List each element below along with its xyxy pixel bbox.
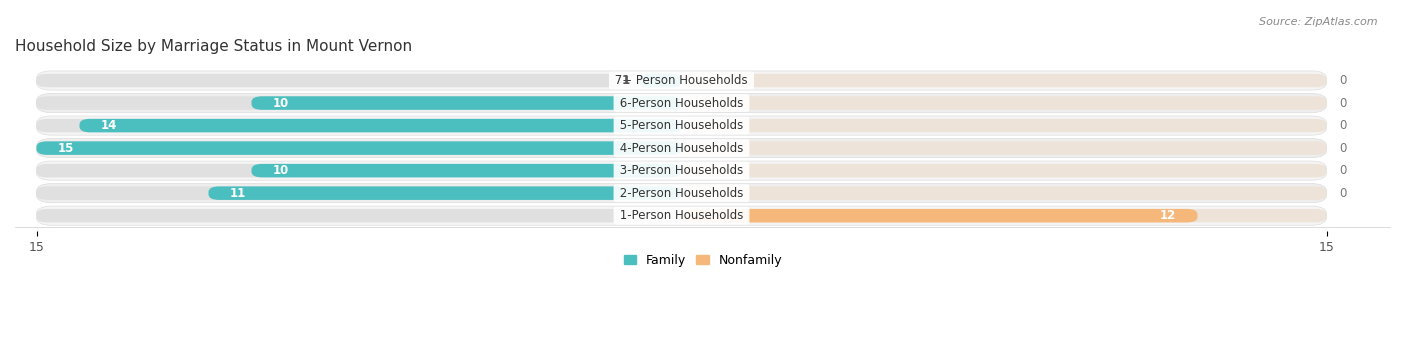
Text: 0: 0 (1340, 97, 1347, 109)
Text: 0: 0 (1340, 142, 1347, 154)
FancyBboxPatch shape (37, 93, 1326, 113)
FancyBboxPatch shape (37, 161, 1326, 180)
FancyBboxPatch shape (37, 138, 1326, 158)
FancyBboxPatch shape (208, 187, 682, 200)
FancyBboxPatch shape (37, 119, 682, 132)
Text: 1-Person Households: 1-Person Households (616, 209, 747, 222)
Text: 3-Person Households: 3-Person Households (616, 164, 747, 177)
FancyBboxPatch shape (682, 96, 1326, 110)
FancyBboxPatch shape (37, 142, 682, 155)
FancyBboxPatch shape (682, 164, 1326, 177)
Text: Source: ZipAtlas.com: Source: ZipAtlas.com (1260, 17, 1378, 27)
Text: 0: 0 (1340, 119, 1347, 132)
FancyBboxPatch shape (37, 74, 682, 87)
Text: 12: 12 (1160, 209, 1175, 222)
FancyBboxPatch shape (252, 164, 682, 177)
Text: 5-Person Households: 5-Person Households (616, 119, 747, 132)
FancyBboxPatch shape (682, 209, 1326, 222)
FancyBboxPatch shape (37, 187, 682, 200)
Legend: Family, Nonfamily: Family, Nonfamily (619, 249, 787, 272)
Text: 2-Person Households: 2-Person Households (616, 187, 747, 200)
FancyBboxPatch shape (37, 183, 1326, 203)
FancyBboxPatch shape (682, 119, 1326, 132)
Text: 0: 0 (1340, 164, 1347, 177)
Text: 15: 15 (58, 142, 75, 154)
FancyBboxPatch shape (37, 142, 682, 155)
FancyBboxPatch shape (682, 187, 1326, 200)
Text: 7+ Person Households: 7+ Person Households (612, 74, 752, 87)
FancyBboxPatch shape (80, 119, 682, 132)
FancyBboxPatch shape (638, 74, 682, 87)
Text: 10: 10 (273, 97, 290, 109)
FancyBboxPatch shape (682, 142, 1326, 155)
Text: Household Size by Marriage Status in Mount Vernon: Household Size by Marriage Status in Mou… (15, 39, 412, 54)
FancyBboxPatch shape (682, 209, 1198, 222)
Text: 1: 1 (621, 74, 630, 87)
FancyBboxPatch shape (682, 74, 1326, 87)
FancyBboxPatch shape (252, 96, 682, 110)
FancyBboxPatch shape (37, 116, 1326, 135)
FancyBboxPatch shape (37, 164, 682, 177)
Text: 10: 10 (273, 164, 290, 177)
FancyBboxPatch shape (37, 71, 1326, 90)
FancyBboxPatch shape (37, 209, 682, 222)
FancyBboxPatch shape (37, 96, 682, 110)
Text: 14: 14 (101, 119, 117, 132)
Text: 4-Person Households: 4-Person Households (616, 142, 747, 154)
FancyBboxPatch shape (37, 206, 1326, 225)
Text: 6-Person Households: 6-Person Households (616, 97, 747, 109)
Text: 0: 0 (1340, 187, 1347, 200)
Text: 0: 0 (1340, 74, 1347, 87)
Text: 11: 11 (231, 187, 246, 200)
